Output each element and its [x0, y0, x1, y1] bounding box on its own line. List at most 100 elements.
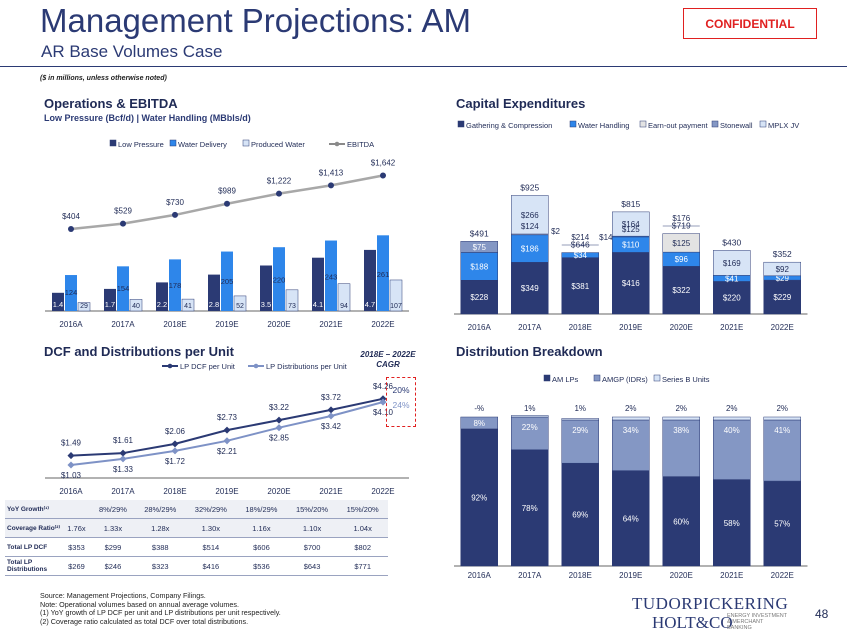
- ebitda-point: [328, 182, 334, 189]
- legend-label: LP Distributions per Unit: [266, 362, 348, 371]
- dist-top-label: 2%: [726, 404, 738, 413]
- dcf-title: DCF and Distributions per Unit: [44, 344, 234, 359]
- ops-title: Operations & EBITDA: [44, 96, 178, 111]
- series-point: [327, 412, 335, 420]
- ebitda-point: [380, 172, 386, 179]
- cagr-title: 2018E – 2022E CAGR: [360, 350, 416, 369]
- capex-segment: [460, 252, 498, 281]
- series-point: [119, 455, 127, 463]
- label-produced-water: 94: [340, 303, 348, 310]
- table-cell: 1.76x: [62, 518, 91, 538]
- table-cell: 18%/29%: [236, 500, 287, 519]
- table-row: YoY Growth⁽¹⁾ 8%/29% 28%/29% 32%/29% 18%/29%…: [5, 500, 388, 519]
- bar-low-pressure: [312, 257, 324, 311]
- capex-segment-label: $349: [521, 284, 539, 293]
- x-tick-label: 2022E: [371, 320, 394, 329]
- dist-segment: [460, 416, 498, 430]
- series-label: $2.73: [217, 413, 238, 422]
- series-label: $1.33: [113, 465, 134, 474]
- dist-segment-label: 8%: [473, 419, 485, 428]
- label-low-pressure: 2.8: [209, 300, 219, 309]
- capex-segment-label: $381: [571, 282, 589, 291]
- series-label: $2.06: [165, 427, 186, 436]
- bar-water-delivery: [377, 235, 389, 311]
- label-low-pressure: 1.4: [53, 300, 63, 309]
- capex-segment-label: $229: [773, 293, 791, 302]
- capex-total: $925: [520, 182, 539, 192]
- logo-tagline: ENERGY INVESTMENT & MERCHANT BANKING: [727, 613, 788, 631]
- label-water-delivery: 154: [117, 284, 130, 293]
- x-tick-label: 2017A: [111, 320, 135, 329]
- x-tick-label: 2019E: [619, 571, 642, 580]
- table-cell: $606: [236, 537, 287, 557]
- table-cell: 1.33x: [90, 518, 135, 538]
- capex-chart: Gathering & Compression Water Handling Ear…: [454, 120, 808, 332]
- label-water-delivery: 205: [221, 277, 234, 286]
- ebitda-label: $730: [166, 198, 184, 207]
- table-cell: 1.30x: [185, 518, 237, 538]
- ebitda-point: [68, 226, 74, 232]
- table-cell: $299: [90, 537, 135, 557]
- distribution-chart: AM LPs AMGP (IDRs) Series B Units 92% 8% -% 20…: [454, 374, 808, 580]
- capex-segment: [713, 250, 751, 276]
- table-cell: 8%/29%: [90, 500, 135, 519]
- capex-total: $491: [470, 228, 489, 238]
- legend-swatch: [169, 139, 177, 147]
- capex-segment-label: $416: [622, 279, 640, 288]
- capex-segment-label: $41: [725, 274, 739, 283]
- capex-total: $815: [621, 199, 640, 209]
- ebitda-label: $1,413: [319, 168, 344, 177]
- x-tick-label: 2022E: [371, 487, 394, 496]
- label-produced-water: 29: [80, 303, 88, 310]
- capex-segment: [561, 252, 599, 258]
- series-point: [327, 406, 335, 414]
- table-cell: 1.10x: [286, 518, 338, 538]
- bar-low-pressure: [156, 282, 168, 311]
- legend-swatch: [543, 374, 551, 382]
- capex-segment-label: $29: [776, 274, 790, 283]
- legend-swatch: [759, 120, 767, 128]
- label-low-pressure: 1.7: [105, 300, 115, 309]
- label-low-pressure: 4.1: [313, 300, 323, 309]
- table-cell: $388: [134, 537, 186, 557]
- dist-segment-label: 40%: [724, 426, 740, 435]
- legend-label: Stonewall: [720, 121, 753, 130]
- capex-segment-label: $228: [470, 293, 488, 302]
- bar-produced-water: [77, 302, 91, 312]
- dist-segment-label: 69%: [572, 511, 588, 520]
- dist-segment: [763, 480, 801, 567]
- legend-swatch: [653, 374, 661, 382]
- table-cell: $700: [286, 537, 338, 557]
- footnote-1: (1) YoY growth of LP DCF per unit and LP…: [40, 608, 281, 618]
- dist-segment-label: 22%: [522, 423, 538, 432]
- capex-segment-label: $96: [675, 255, 689, 264]
- bar-water-delivery: [65, 275, 77, 311]
- footnote-source: Source: Management Projections, Company …: [40, 591, 206, 600]
- legend-swatch: [593, 374, 601, 382]
- legend-label: EBITDA: [347, 140, 374, 149]
- dist-segment: [662, 419, 700, 477]
- series-point: [171, 440, 179, 448]
- table-cell: $643: [286, 556, 338, 576]
- capex-segment-label: $169: [723, 259, 741, 268]
- table-cell: 15%/20%: [286, 500, 338, 519]
- dist-segment: [561, 419, 599, 464]
- dist-segment-label: 34%: [623, 426, 639, 435]
- bar-water-delivery: [169, 259, 181, 311]
- capex-segment: [763, 279, 801, 315]
- table-row: Total LP Distributions $269 $246 $323 $416 $5…: [5, 556, 388, 576]
- capex-segment: [662, 266, 700, 315]
- capex-total: $646: [571, 240, 590, 250]
- dist-top-label: -%: [474, 404, 484, 413]
- dist-segment: [662, 476, 700, 567]
- capex-segment-label: $186: [521, 245, 539, 254]
- table-cell: 32%/29%: [185, 500, 237, 519]
- dist-segment: [662, 416, 700, 421]
- capex-segment: [612, 252, 650, 315]
- units-note: ($ in millions, unless otherwise noted): [40, 75, 167, 82]
- legend-swatch: [242, 139, 250, 147]
- table-row: Coverage Ratio⁽²⁾ 1.76x 1.33x 1.28x 1.30x 1.1…: [5, 518, 388, 538]
- capex-segment: [460, 280, 498, 315]
- dcf-table: YoY Growth⁽¹⁾ 8%/29% 28%/29% 32%/29% 18%/29%…: [5, 500, 388, 576]
- table-cell: 1.04x: [337, 518, 388, 538]
